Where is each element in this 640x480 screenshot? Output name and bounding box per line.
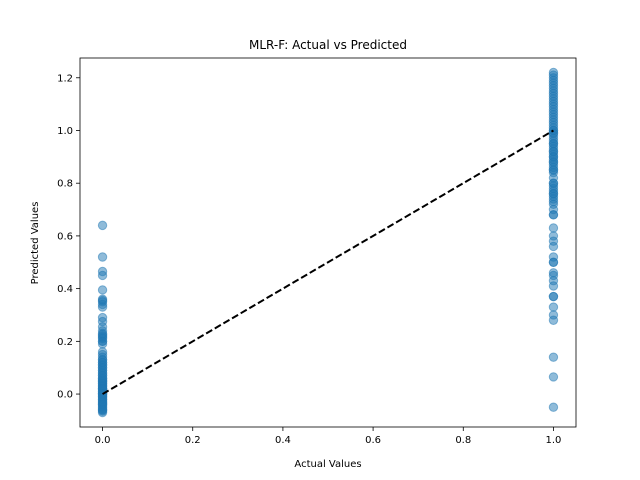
x-tick-label: 0.8 xyxy=(455,435,471,446)
y-axis-label: Predicted Values xyxy=(30,202,41,285)
data-point xyxy=(548,146,559,157)
data-point xyxy=(548,257,559,267)
x-tick-label: 0.0 xyxy=(95,435,111,446)
data-point xyxy=(97,285,108,295)
y-tick-label: 0.2 xyxy=(57,337,73,348)
data-point xyxy=(548,223,559,233)
data-point xyxy=(548,157,559,167)
x-tick-label: 0.2 xyxy=(185,435,201,446)
x-axis-label: Actual Values xyxy=(294,459,361,470)
reference-line xyxy=(102,129,554,395)
data-point xyxy=(548,138,559,149)
data-point xyxy=(97,270,108,281)
data-point xyxy=(548,315,559,325)
data-point xyxy=(97,328,108,339)
y-tick-label: 0.8 xyxy=(57,179,73,190)
data-point xyxy=(548,372,559,382)
data-point xyxy=(97,405,108,415)
data-point xyxy=(97,355,108,365)
x-tick-label: 0.4 xyxy=(275,435,291,446)
data-point xyxy=(548,189,559,199)
data-point xyxy=(548,352,559,362)
axes-frame xyxy=(79,57,577,428)
data-point xyxy=(548,291,559,302)
data-point xyxy=(548,128,559,138)
x-tick-label: 1.0 xyxy=(546,435,562,446)
y-axis-ticks: 0.0 0.2 0.4 0.6 0.8 1.0 1.2 xyxy=(57,73,80,401)
data-point xyxy=(548,210,559,220)
data-point xyxy=(548,270,559,281)
chart-title: MLR-F: Actual vs Predicted xyxy=(249,38,407,52)
data-point xyxy=(548,402,559,412)
y-tick-label: 1.2 xyxy=(57,73,73,84)
data-point xyxy=(97,302,108,312)
y-tick-label: 0.4 xyxy=(57,284,73,295)
x-axis-ticks: 0.0 0.2 0.4 0.6 0.8 1.0 xyxy=(95,427,562,446)
data-point xyxy=(548,181,559,191)
data-point xyxy=(548,302,559,312)
data-point xyxy=(548,165,559,175)
y-tick-label: 1.0 xyxy=(57,126,73,137)
y-tick-label: 0.6 xyxy=(57,231,73,242)
data-point xyxy=(97,294,108,304)
y-tick-label: 0.0 xyxy=(57,390,73,401)
data-point xyxy=(548,281,559,291)
data-point xyxy=(97,252,108,262)
data-point xyxy=(548,241,559,252)
plot-marks xyxy=(97,67,559,418)
x-tick-label: 0.6 xyxy=(365,435,381,446)
data-point xyxy=(97,220,108,231)
data-point xyxy=(548,107,559,117)
